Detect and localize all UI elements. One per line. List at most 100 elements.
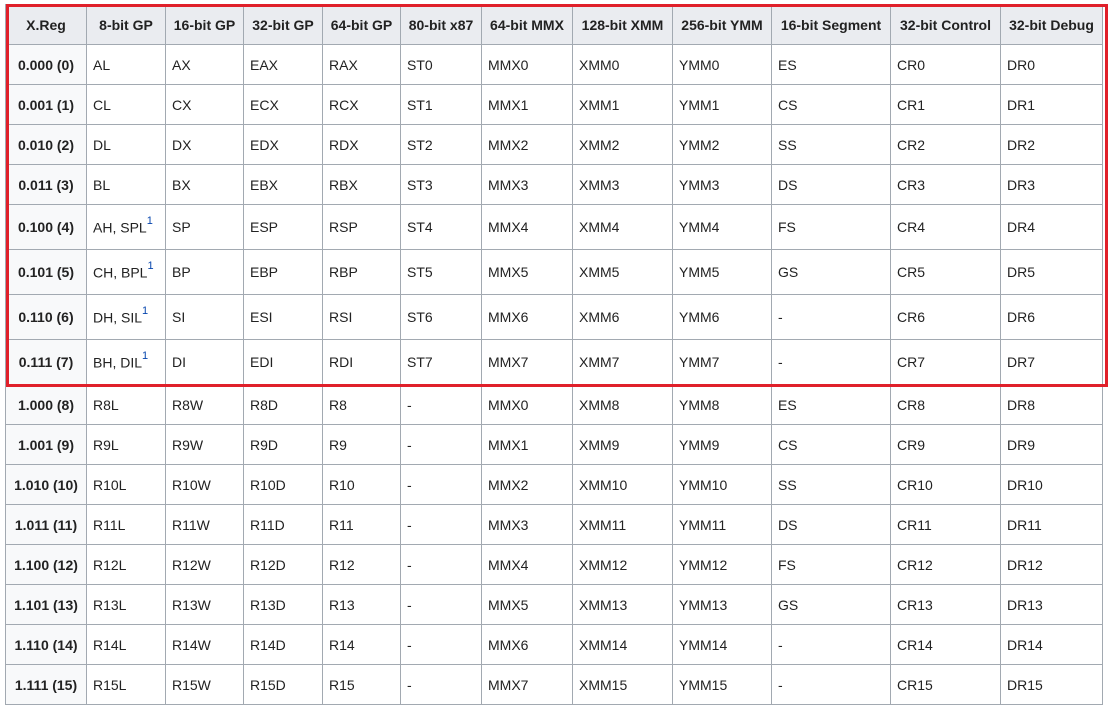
gp8-cell: AL — [86, 44, 166, 85]
xmm-cell: XMM12 — [572, 544, 673, 585]
gp16-cell: R13W — [165, 584, 244, 625]
header-cell: 32-bit GP — [243, 4, 323, 45]
dbg-cell: DR13 — [1000, 584, 1103, 625]
gp8-cell: DH, SIL1 — [86, 294, 166, 340]
gp8-cell: BL — [86, 164, 166, 205]
seg-cell: - — [771, 294, 891, 340]
xreg-cell: 1.101 (13) — [5, 584, 87, 625]
gp8-cell: BH, DIL1 — [86, 339, 166, 385]
seg-cell: DS — [771, 164, 891, 205]
xreg-cell: 0.111 (7) — [5, 339, 87, 385]
footnote-link[interactable]: 1 — [147, 260, 154, 273]
xreg-cell: 1.010 (10) — [5, 464, 87, 505]
ctrl-cell: CR13 — [890, 584, 1001, 625]
gp8-cell: R15L — [86, 664, 166, 705]
gp32-cell: R14D — [243, 624, 323, 665]
table-row: 0.100 (4) AH, SPL1 SP ESP RSP ST4 MMX4 XMM4 YMM4… — [5, 204, 1103, 250]
xmm-cell: XMM15 — [572, 664, 673, 705]
header-cell: 256-bit YMM — [672, 4, 772, 45]
seg-cell: SS — [771, 124, 891, 165]
mmx-cell: MMX2 — [481, 464, 573, 505]
gp16-cell: R8W — [165, 384, 244, 425]
table-row: 1.001 (9) R9L R9W R9D R9- MMX1 XMM9 YMM9 CS CR9 DR… — [5, 424, 1103, 465]
table-row: 0.011 (3) BL BX EBX RBX ST3 MMX3 XMM3 YMM3 DS CR3 D… — [5, 164, 1103, 205]
gp64-cell: RDX — [322, 124, 401, 165]
footnote-link[interactable]: 1 — [146, 215, 153, 228]
gp8-text: R9L — [93, 436, 119, 453]
mmx-cell: MMX7 — [481, 339, 573, 385]
gp16-cell: DI — [165, 339, 244, 385]
ctrl-cell: CR15 — [890, 664, 1001, 705]
table-row: 1.000 (8) R8L R8W R8D R8- MMX0 XMM8 YMM8 ES CR8 DR… — [5, 384, 1103, 425]
gp64-cell: RCX — [322, 84, 401, 125]
gp32-cell: ECX — [243, 84, 323, 125]
gp16-cell: AX — [165, 44, 244, 85]
header-cell: 16-bit GP — [165, 4, 244, 45]
x87-cell: - — [400, 664, 482, 705]
header-cell: 64-bit MMX — [481, 4, 573, 45]
mmx-cell: MMX3 — [481, 504, 573, 545]
gp16-cell: DX — [165, 124, 244, 165]
xmm-cell: XMM0 — [572, 44, 673, 85]
gp64-cell: RBX — [322, 164, 401, 205]
table-row: 1.110 (14) R14L R14W R14D R14- MMX6 XMM14 YMM14… — [5, 624, 1103, 665]
table-row: 1.101 (13) R13L R13W R13D R13- MMX5 XMM13 YMM13… — [5, 584, 1103, 625]
dbg-cell: DR4 — [1000, 204, 1103, 250]
mmx-cell: MMX0 — [481, 384, 573, 425]
x87-cell: - — [400, 544, 482, 585]
seg-cell: CS — [771, 424, 891, 465]
gp8-cell: R11L — [86, 504, 166, 545]
gp8-cell: R9L — [86, 424, 166, 465]
dbg-cell: DR6 — [1000, 294, 1103, 340]
gp8-cell: R13L — [86, 584, 166, 625]
x87-cell: ST2 — [400, 124, 482, 165]
mmx-cell: MMX6 — [481, 294, 573, 340]
ctrl-cell: CR3 — [890, 164, 1001, 205]
mmx-cell: MMX4 — [481, 204, 573, 250]
gp64-cell: R15 — [322, 664, 401, 705]
x87-cell: - — [400, 464, 482, 505]
footnote-link[interactable]: 1 — [142, 305, 149, 318]
xmm-cell: XMM13 — [572, 584, 673, 625]
gp8-text: R8L — [93, 396, 119, 413]
gp32-cell: EDI — [243, 339, 323, 385]
ctrl-cell: CR6 — [890, 294, 1001, 340]
dbg-cell: DR2 — [1000, 124, 1103, 165]
gp64-cell: R8 — [322, 384, 401, 425]
table-row: 1.011 (11) R11L R11W R11D R11- MMX3 XMM11 YMM11… — [5, 504, 1103, 545]
gp16-cell: R10W — [165, 464, 244, 505]
mmx-cell: MMX2 — [481, 124, 573, 165]
x87-cell: ST6 — [400, 294, 482, 340]
gp64-cell: RBP — [322, 249, 401, 295]
footnote-link[interactable]: 1 — [142, 350, 149, 363]
table-row: 0.110 (6) DH, SIL1 SI ESI RSI ST6 MMX6 XMM6 YMM6… — [5, 294, 1103, 340]
seg-cell: FS — [771, 204, 891, 250]
x87-cell: ST0 — [400, 44, 482, 85]
gp8-text: DL — [93, 136, 111, 153]
gp64-cell: R13 — [322, 584, 401, 625]
gp16-cell: CX — [165, 84, 244, 125]
mmx-cell: MMX1 — [481, 84, 573, 125]
x87-cell: - — [400, 424, 482, 465]
xreg-cell: 1.000 (8) — [5, 384, 87, 425]
x87-cell: ST1 — [400, 84, 482, 125]
xreg-cell: 0.101 (5) — [5, 249, 87, 295]
gp32-cell: EBX — [243, 164, 323, 205]
mmx-cell: MMX5 — [481, 584, 573, 625]
x87-cell: - — [400, 384, 482, 425]
seg-cell: CS — [771, 84, 891, 125]
x87-cell: - — [400, 504, 482, 545]
ctrl-cell: CR0 — [890, 44, 1001, 85]
ctrl-cell: CR10 — [890, 464, 1001, 505]
gp8-text: AH, SPL — [93, 219, 147, 236]
header-cell: 80-bit x87 — [400, 4, 482, 45]
gp8-cell: R8L — [86, 384, 166, 425]
ctrl-cell: CR14 — [890, 624, 1001, 665]
gp16-cell: R14W — [165, 624, 244, 665]
dbg-cell: DR5 — [1000, 249, 1103, 295]
xmm-cell: XMM4 — [572, 204, 673, 250]
xreg-cell: 1.011 (11) — [5, 504, 87, 545]
mmx-cell: MMX5 — [481, 249, 573, 295]
seg-cell: - — [771, 624, 891, 665]
ymm-cell: YMM14 — [672, 624, 772, 665]
